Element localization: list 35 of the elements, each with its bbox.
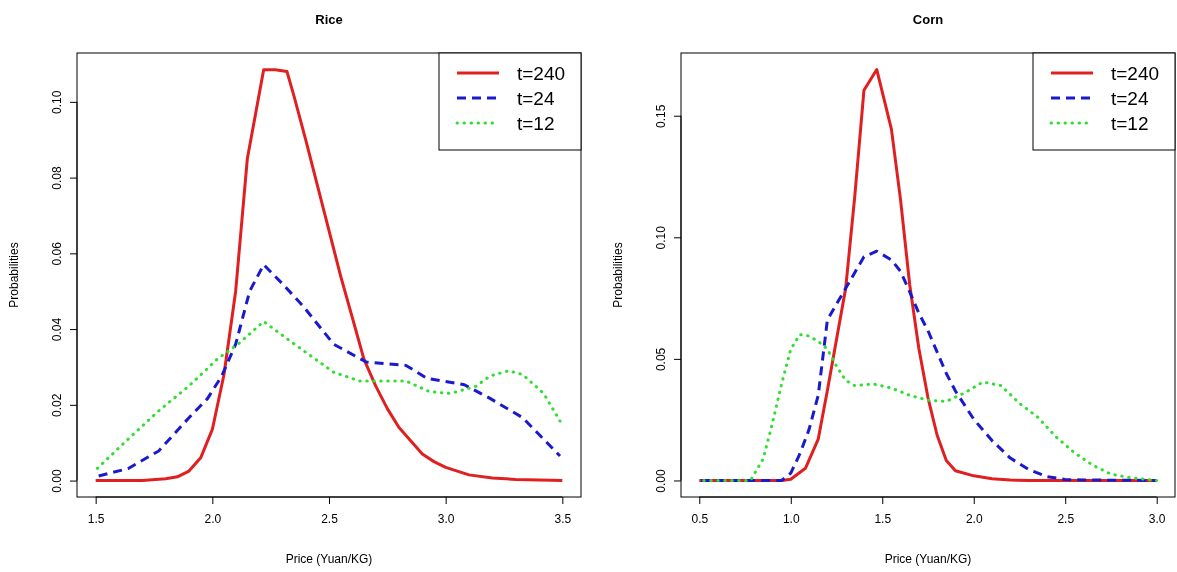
x-tick-label: 1.5 <box>874 511 892 526</box>
legend-label: t=240 <box>1111 63 1160 84</box>
line-series <box>94 68 564 483</box>
y-tick-label: 0.05 <box>654 347 668 372</box>
line-series <box>94 320 562 472</box>
x-axis-title: Price (Yuan/KG) <box>285 552 373 566</box>
legend-label: t=12 <box>517 113 555 134</box>
x-tick-label: 2.5 <box>321 511 339 526</box>
y-tick-label: 0.00 <box>50 469 64 493</box>
x-tick-label: 2.5 <box>1057 511 1075 526</box>
x-tick-label: 0.5 <box>691 511 709 526</box>
y-tick-label: 0.06 <box>50 241 64 266</box>
y-axis-title: Probabilities <box>7 242 21 308</box>
legend-label: t=240 <box>517 63 566 84</box>
y-axis-title: Probabilities <box>611 242 625 308</box>
legend-label: t=12 <box>1111 113 1149 134</box>
y-tick-label: 0.08 <box>50 166 64 190</box>
x-axis-title: Price (Yuan/KG) <box>884 552 972 566</box>
x-tick-label: 3.5 <box>554 511 572 526</box>
y-tick-label: 0.02 <box>50 393 64 417</box>
legend-label: t=24 <box>1111 88 1149 109</box>
x-tick-label: 3.0 <box>1148 511 1166 526</box>
chart-title: Rice <box>315 12 343 27</box>
legend-label: t=24 <box>517 88 555 109</box>
y-tick-label: 0.10 <box>654 225 668 250</box>
y-tick-label: 0.10 <box>50 90 64 115</box>
y-tick-label: 0.15 <box>654 104 668 128</box>
y-tick-label: 0.04 <box>50 317 64 342</box>
y-tick-label: 0.00 <box>654 468 668 493</box>
x-tick-label: 1.5 <box>87 511 105 526</box>
x-tick-label: 1.0 <box>782 511 800 526</box>
x-tick-label: 3.0 <box>437 511 455 526</box>
x-tick-label: 2.0 <box>204 511 222 526</box>
chart-title: Corn <box>912 12 944 27</box>
x-tick-label: 2.0 <box>965 511 983 526</box>
